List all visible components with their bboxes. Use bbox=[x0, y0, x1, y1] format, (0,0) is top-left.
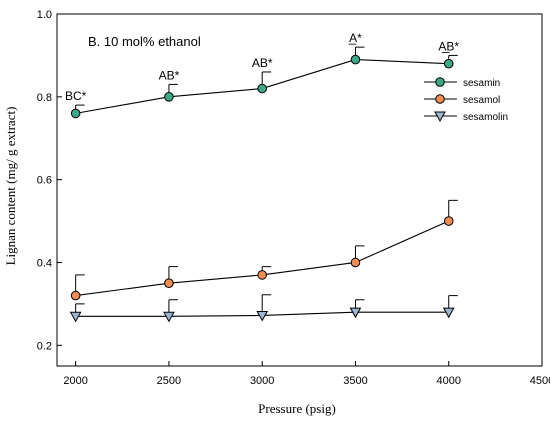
significance-label: AB* bbox=[159, 68, 180, 82]
series-sesamin: BC* AB* AB* A* AB* bbox=[65, 31, 459, 119]
data-point-sesamin bbox=[164, 92, 174, 102]
series-sesamol bbox=[70, 199, 458, 301]
x-tick-label: 3000 bbox=[250, 375, 274, 387]
significance-label: BC* bbox=[65, 89, 87, 103]
legend: sesamin sesamol sesamolin bbox=[424, 77, 508, 123]
significance-label: A* bbox=[349, 31, 362, 45]
x-axis-ticks: 2000 2500 3000 3500 4000 4500 bbox=[63, 361, 550, 387]
x-tick-label: 3500 bbox=[343, 375, 367, 387]
significance-label: AB* bbox=[438, 39, 459, 53]
series-sesamolin bbox=[69, 294, 458, 323]
data-point-sesamol bbox=[164, 278, 174, 288]
data-point-sesamin bbox=[257, 83, 267, 94]
x-axis-title: Pressure (psig) bbox=[258, 401, 336, 416]
data-point-sesamolin bbox=[256, 310, 269, 322]
chart-title: B. 10 mol% ethanol bbox=[88, 34, 201, 49]
data-point-sesamol bbox=[257, 270, 267, 280]
significance-label: AB* bbox=[252, 56, 273, 70]
y-axis-ticks: 0.2 0.4 0.6 0.8 1.0 bbox=[37, 9, 62, 352]
series-layer: BC* AB* AB* A* AB* bbox=[65, 31, 459, 323]
y-tick-label: 0.4 bbox=[37, 257, 52, 269]
legend-marker bbox=[435, 77, 445, 87]
data-point-sesamolin bbox=[442, 307, 455, 319]
data-point-sesamol bbox=[70, 290, 81, 301]
plot-frame bbox=[56, 13, 543, 367]
legend-label: sesamol bbox=[463, 95, 500, 106]
legend-label: sesamin bbox=[463, 78, 500, 89]
data-point-sesamolin bbox=[163, 311, 175, 323]
data-point-sesamolin bbox=[69, 311, 82, 323]
x-tick-label: 4500 bbox=[530, 375, 550, 387]
data-point-sesamin bbox=[70, 108, 81, 119]
data-point-sesamin bbox=[443, 58, 454, 69]
legend-marker bbox=[434, 111, 446, 123]
legend-marker bbox=[435, 94, 445, 104]
series-line-sesamol bbox=[75, 220, 449, 297]
x-tick-label: 4000 bbox=[436, 375, 460, 387]
legend-label: sesamolin bbox=[463, 112, 508, 123]
data-point-sesamolin bbox=[349, 307, 362, 319]
data-point-sesamol bbox=[443, 216, 454, 226]
x-tick-label: 2500 bbox=[157, 375, 181, 387]
data-point-sesamin bbox=[350, 54, 361, 65]
y-tick-label: 0.6 bbox=[37, 175, 52, 187]
y-tick-label: 1.0 bbox=[37, 9, 52, 21]
data-point-sesamol bbox=[350, 257, 361, 268]
x-tick-label: 2000 bbox=[63, 375, 87, 387]
plot-border bbox=[56, 13, 543, 367]
y-tick-label: 0.8 bbox=[37, 92, 52, 104]
y-axis-title: Lignan content (mg/ g extract) bbox=[3, 107, 18, 266]
y-tick-label: 0.2 bbox=[37, 340, 52, 352]
